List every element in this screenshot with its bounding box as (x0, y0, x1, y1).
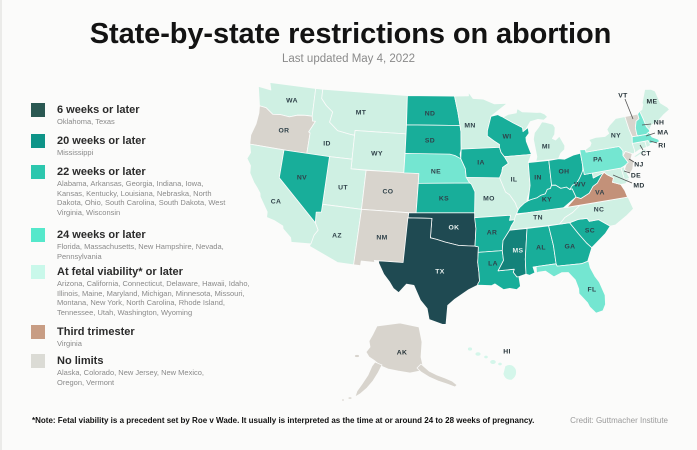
svg-text:CT: CT (641, 151, 651, 158)
svg-text:NE: NE (431, 169, 441, 176)
svg-text:AZ: AZ (332, 233, 342, 240)
svg-text:NH: NH (654, 120, 665, 127)
svg-text:CO: CO (383, 189, 394, 196)
svg-text:SD: SD (425, 138, 435, 145)
svg-text:WV: WV (574, 182, 586, 189)
svg-text:TN: TN (533, 215, 543, 222)
svg-text:KY: KY (542, 197, 552, 204)
svg-text:NV: NV (297, 175, 307, 182)
svg-text:AK: AK (397, 350, 408, 357)
svg-text:PA: PA (593, 157, 603, 164)
svg-text:KS: KS (439, 196, 449, 203)
svg-text:MA: MA (657, 130, 668, 137)
svg-text:IN: IN (534, 175, 542, 182)
svg-text:MS: MS (513, 248, 524, 255)
svg-text:VT: VT (618, 93, 628, 100)
svg-text:IL: IL (511, 177, 518, 184)
svg-text:WI: WI (502, 134, 511, 141)
svg-text:HI: HI (503, 349, 511, 356)
svg-text:OK: OK (449, 225, 460, 232)
svg-text:CA: CA (271, 199, 282, 206)
svg-text:DE: DE (631, 173, 641, 180)
svg-text:RI: RI (658, 143, 666, 150)
svg-text:UT: UT (338, 185, 348, 192)
svg-text:NJ: NJ (634, 162, 644, 169)
svg-text:TX: TX (435, 269, 445, 276)
svg-text:WY: WY (371, 151, 383, 158)
svg-text:MD: MD (633, 183, 644, 190)
svg-text:NC: NC (594, 207, 605, 214)
svg-text:SC: SC (585, 228, 595, 235)
svg-text:OR: OR (279, 128, 290, 135)
svg-text:WA: WA (286, 98, 298, 105)
svg-text:AL: AL (536, 245, 546, 252)
svg-text:IA: IA (477, 160, 485, 167)
svg-text:ND: ND (425, 111, 436, 118)
svg-text:ID: ID (323, 141, 331, 148)
svg-text:LA: LA (488, 261, 498, 268)
svg-text:GA: GA (565, 244, 576, 251)
svg-text:MI: MI (542, 144, 550, 151)
svg-text:MT: MT (356, 110, 367, 117)
svg-text:OH: OH (559, 169, 570, 176)
svg-text:MN: MN (464, 123, 475, 130)
svg-text:VA: VA (595, 190, 605, 197)
svg-text:ME: ME (647, 99, 658, 106)
svg-text:MO: MO (483, 196, 495, 203)
svg-text:NM: NM (376, 235, 387, 242)
svg-text:NY: NY (611, 133, 621, 140)
svg-text:AR: AR (487, 230, 498, 237)
svg-text:FL: FL (587, 287, 596, 294)
